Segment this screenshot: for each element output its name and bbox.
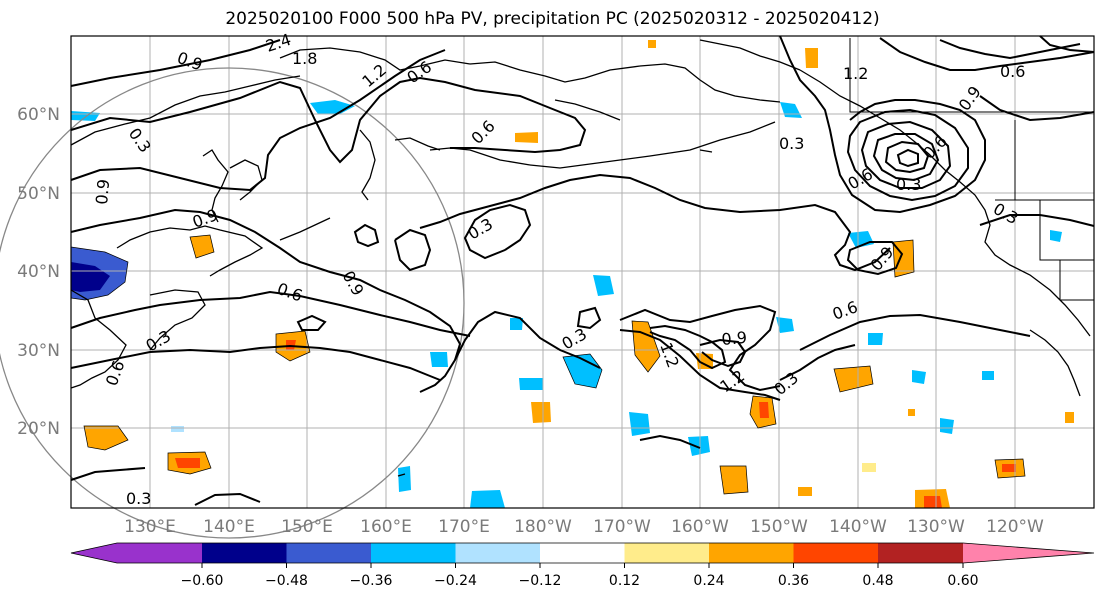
shade-patch — [563, 354, 602, 388]
shade-patch — [286, 340, 296, 350]
shade-patch — [908, 409, 915, 416]
shade-patch — [430, 352, 448, 367]
colorbar-extend-high — [963, 543, 1094, 563]
lat-label: 60°N — [17, 105, 60, 125]
colorbar-swatch — [793, 543, 878, 563]
lat-label: 40°N — [17, 262, 60, 282]
shade-patch — [720, 466, 748, 494]
colorbar-swatch — [878, 543, 963, 563]
map-title: 2025020100 F000 500 hPa PV, precipitatio… — [225, 9, 880, 29]
shade-patch — [1050, 230, 1062, 242]
lon-label: 130°W — [907, 517, 965, 537]
contour-label: 0.9 — [721, 328, 748, 349]
contour-label: 0.3 — [779, 134, 804, 153]
shade-patch — [470, 490, 505, 508]
colorbar-tick-label: 0.60 — [947, 573, 978, 589]
shade-patch — [776, 317, 794, 333]
colorbar-tick-label: −0.60 — [181, 573, 224, 589]
shade-patch — [519, 378, 543, 390]
colorbar-extend-low — [71, 543, 117, 563]
colorbar-tick-label: 0.36 — [778, 573, 809, 589]
contour-label: 1.8 — [292, 49, 317, 68]
shade-patch — [398, 466, 411, 492]
shade-patch — [648, 40, 656, 48]
colorbar-outline — [70, 542, 1095, 564]
colorbar-tick-label: 0.48 — [862, 573, 893, 589]
colorbar-tick-label: 0.24 — [693, 573, 724, 589]
shade-patch — [940, 418, 954, 434]
lon-label: 160°W — [671, 517, 729, 537]
contour-label: 0.9 — [92, 178, 113, 205]
colorbar-swatch — [709, 543, 794, 563]
shade-patch — [190, 235, 214, 258]
colorbar-swatch — [540, 543, 625, 563]
colorbar-swatch — [371, 543, 456, 563]
shade-patch — [862, 463, 876, 472]
shade-patch — [688, 436, 710, 456]
shade-patch — [798, 487, 812, 496]
colorbar-tick-label: −0.12 — [519, 573, 562, 589]
contour-label: 0.3 — [896, 175, 921, 194]
colorbar-tick-label: 0.12 — [609, 573, 640, 589]
shade-patch — [510, 318, 523, 330]
map-frame — [70, 35, 1095, 509]
colorbar-swatch — [117, 543, 202, 563]
contour-label: 0.6 — [1000, 62, 1025, 81]
contour-label: 1.2 — [843, 64, 868, 83]
lat-label: 30°N — [17, 341, 60, 361]
latitude-labels: 60°N 50°N 40°N 30°N 20°N — [17, 105, 60, 439]
colorbar-ticks — [201, 563, 964, 568]
political-boundaries — [849, 38, 1094, 301]
shade-patch — [632, 321, 660, 372]
colorbar: −0.60 −0.48 −0.36 −0.24 −0.12 0.12 0.24 … — [70, 542, 1095, 589]
shade-patch — [71, 262, 110, 292]
shading-outlines — [70, 234, 1026, 495]
coastlines — [70, 39, 1091, 477]
contour-label: 0.3 — [126, 489, 151, 508]
lon-label: 150°W — [750, 517, 808, 537]
lon-label: 120°W — [986, 517, 1044, 537]
map-panel — [71, 36, 1094, 508]
colorbar-swatch — [624, 543, 709, 563]
shade-patch — [834, 366, 873, 392]
shade-patch — [1002, 464, 1016, 472]
shade-patch — [175, 458, 200, 468]
range-circle — [0, 67, 465, 539]
colorbar-swatch — [286, 543, 371, 563]
shade-patch — [531, 402, 551, 423]
lon-label: 160°E — [360, 517, 412, 537]
colorbar-tick-label: −0.48 — [265, 573, 308, 589]
shade-patch — [84, 426, 128, 450]
shade-patch — [805, 48, 818, 68]
lon-label: 130°E — [124, 517, 176, 537]
lon-label: 140°E — [203, 517, 255, 537]
colorbar-tick-label: −0.24 — [434, 573, 477, 589]
lon-label: 140°W — [829, 517, 887, 537]
shade-patch — [982, 371, 994, 380]
lon-label: 180°W — [514, 517, 572, 537]
lon-label: 170°E — [438, 517, 490, 537]
colorbar-tick-label: −0.36 — [350, 573, 393, 589]
lon-label: 150°E — [281, 517, 333, 537]
lon-label: 170°W — [593, 517, 651, 537]
shade-patch — [1065, 412, 1074, 423]
shade-patch — [593, 275, 614, 296]
lat-label: 50°N — [17, 184, 60, 204]
lat-label: 20°N — [17, 419, 60, 439]
pv-contours — [70, 35, 1095, 506]
colorbar-swatch — [202, 543, 287, 563]
longitude-labels: 130°E 140°E 150°E 160°E 170°E 180°W 170°… — [124, 517, 1044, 537]
shade-patch — [515, 132, 538, 143]
shade-patch — [924, 496, 942, 508]
shade-patch — [912, 370, 926, 384]
shade-patch — [629, 412, 650, 436]
shade-patch — [171, 426, 184, 432]
shade-patch — [759, 402, 769, 418]
shade-patch — [868, 333, 883, 345]
colorbar-swatch — [455, 543, 540, 563]
